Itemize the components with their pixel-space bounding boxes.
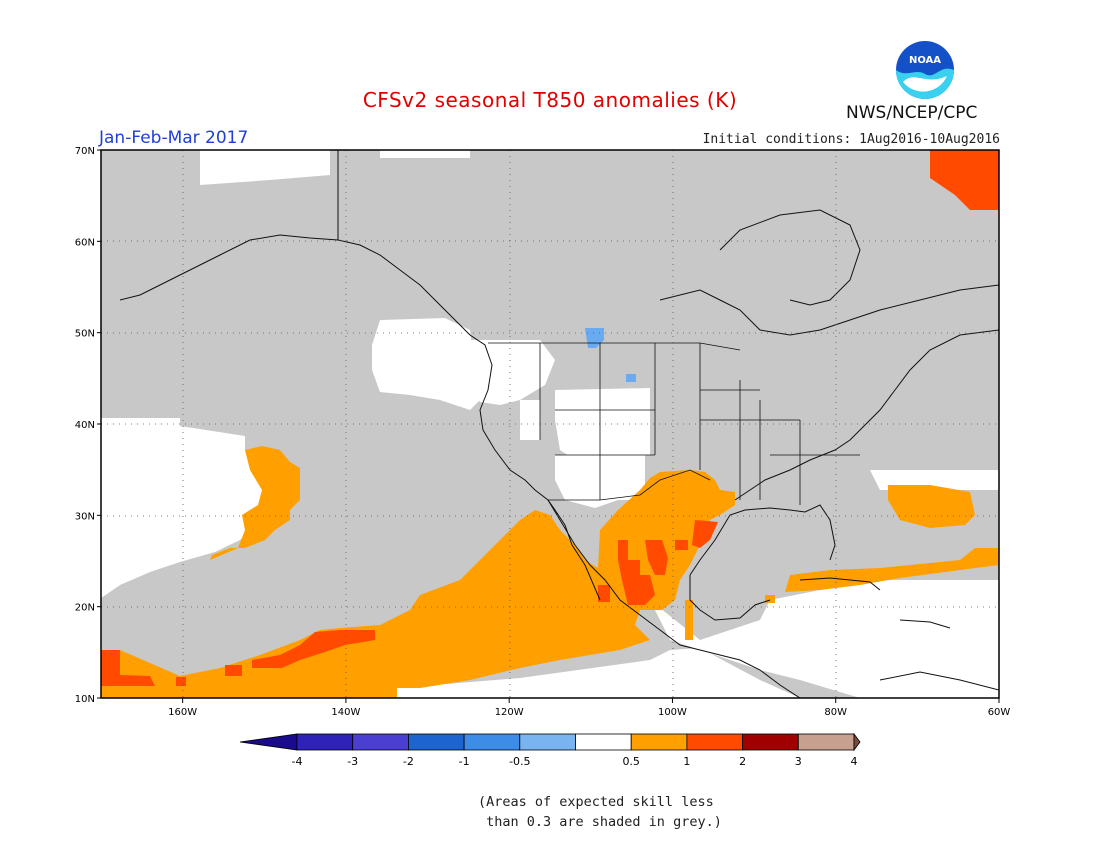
lat-tick-label: 30N	[75, 511, 95, 522]
map-title: CFSv2 seasonal T850 anomalies (K)	[362, 88, 738, 112]
svg-text:NOAA: NOAA	[909, 55, 941, 66]
coastlines	[119, 150, 999, 698]
lon-tick-label: 120W	[495, 707, 524, 718]
colorbar-label: 3	[795, 755, 802, 768]
lon-tick-label: 100W	[658, 707, 687, 718]
lat-tick-label: 50N	[75, 329, 95, 340]
colorbar-high-arrow	[853, 732, 861, 752]
colorbar-label: -0.5	[509, 755, 530, 768]
skill-note: (Areas of expected skill less than 0.3 a…	[478, 794, 722, 830]
colorbar-label: -4	[292, 755, 303, 768]
lat-tick-label: 10N	[75, 694, 95, 705]
colorbar-label: -3	[347, 755, 358, 768]
colorbar-label: -2	[403, 755, 414, 768]
lon-tick-label: 60W	[988, 707, 1011, 718]
lon-tick-label: 80W	[824, 707, 847, 718]
noaa-logo-icon: NOAA	[896, 41, 954, 99]
colorbar-swatch	[407, 733, 465, 751]
lat-tick-label: 60N	[75, 237, 95, 248]
colorbar: -4 -3 -2 -1 -0.5 0.5 1 2 3 4	[239, 732, 861, 768]
lat-tick-label: 40N	[75, 420, 95, 431]
colorbar-swatch	[630, 733, 688, 751]
colorbar-swatch	[519, 733, 576, 751]
colorbar-label: 4	[851, 755, 858, 768]
colorbar-swatch	[797, 733, 855, 751]
colorbar-swatch	[296, 733, 354, 751]
map-field	[101, 150, 999, 698]
borders	[488, 342, 860, 505]
colorbar-swatch	[686, 733, 744, 751]
warm-anomaly-regions	[101, 446, 999, 698]
strong-warm-anomaly-regions	[101, 150, 999, 686]
colorbar-label: 1	[683, 755, 690, 768]
lon-tick-label: 160W	[168, 707, 197, 718]
colorbar-swatch	[352, 733, 409, 751]
colorbar-swatch	[742, 733, 799, 751]
season-label: Jan-Feb-Mar 2017	[99, 128, 249, 148]
colorbar-swatch	[575, 733, 632, 751]
axis-ticks: 160W 140W 120W 100W 80W 60W 10N 20N 30N 40N 50N 60N…	[75, 146, 1011, 718]
initial-conditions-label: Initial conditions: 1Aug2016-10Aug2016	[702, 132, 1000, 147]
colorbar-label: 0.5	[622, 755, 640, 768]
colorbar-low-arrow	[239, 733, 298, 751]
graticule	[101, 150, 999, 698]
lon-tick-label: 140W	[331, 707, 360, 718]
colorbar-swatch	[463, 733, 521, 751]
colorbar-label: 2	[739, 755, 746, 768]
neutral-regions	[101, 150, 999, 698]
agency-label: NWS/NCEP/CPC	[846, 103, 978, 123]
lat-tick-label: 70N	[75, 146, 95, 157]
lat-tick-label: 20N	[75, 603, 95, 614]
colorbar-label: -1	[459, 755, 470, 768]
